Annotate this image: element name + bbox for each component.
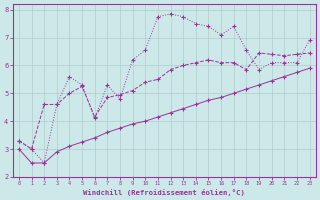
X-axis label: Windchill (Refroidissement éolien,°C): Windchill (Refroidissement éolien,°C) bbox=[83, 189, 245, 196]
